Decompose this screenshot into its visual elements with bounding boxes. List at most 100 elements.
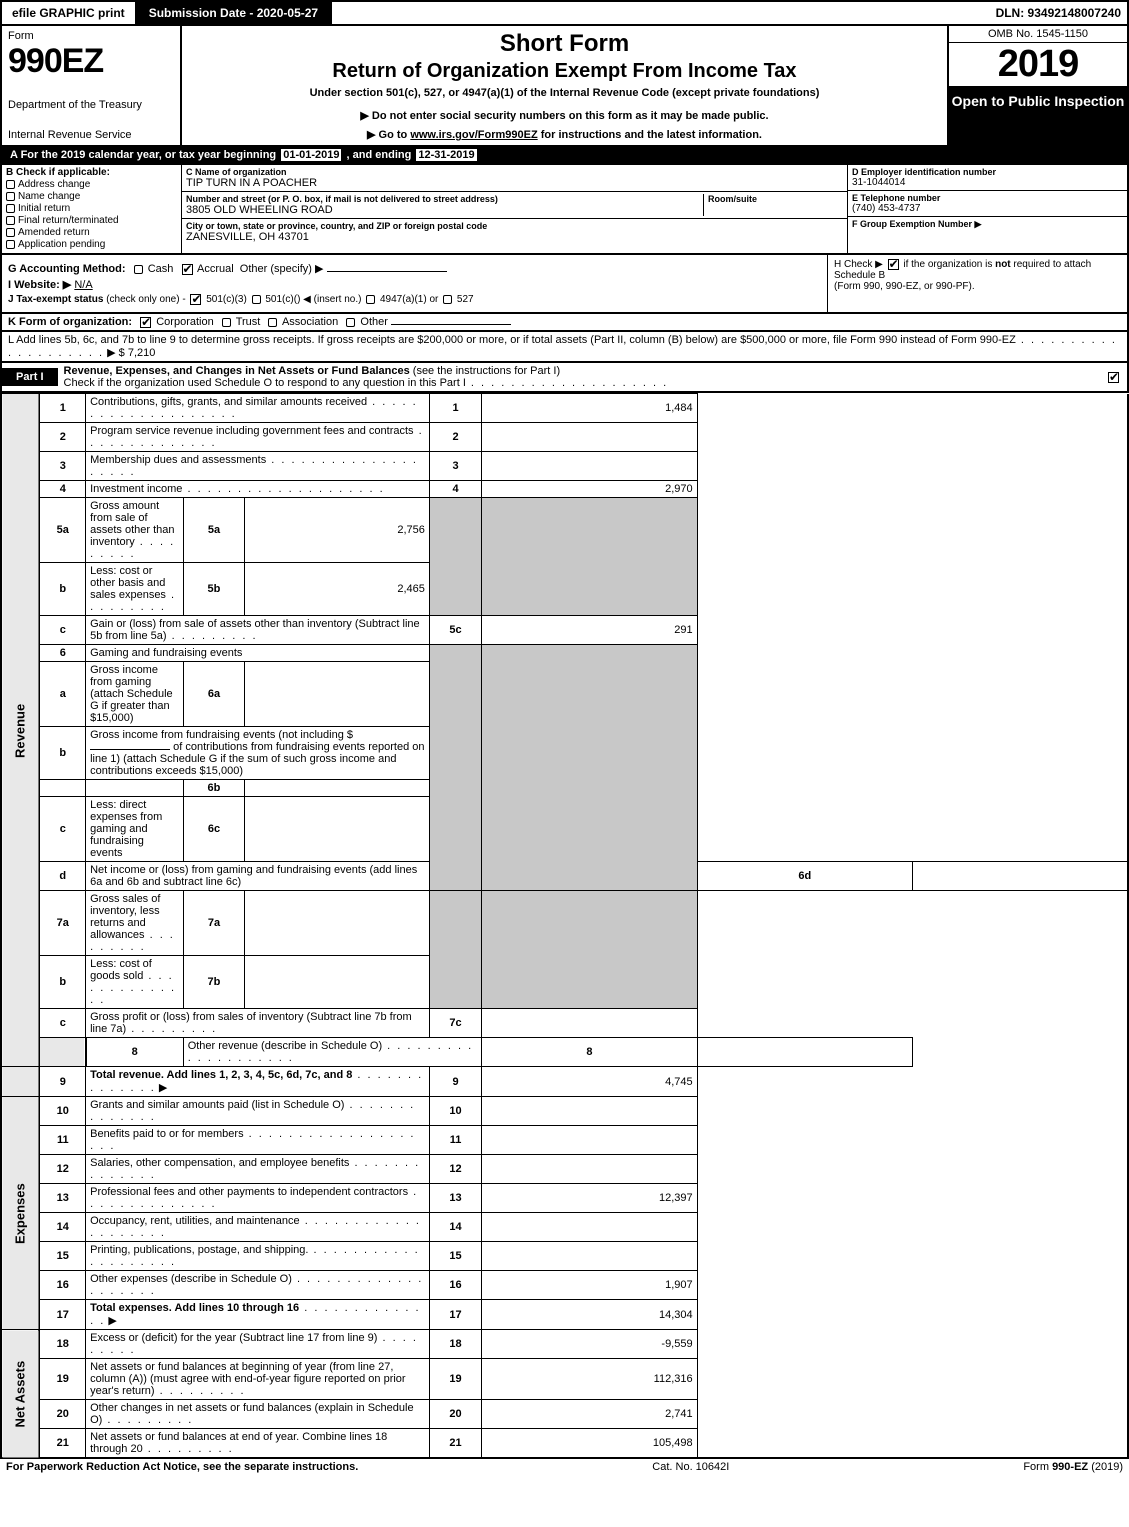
form-number: 990EZ xyxy=(8,42,174,81)
c-city-label: City or town, state or province, country… xyxy=(186,221,843,231)
b-opt-name[interactable]: Name change xyxy=(6,191,177,202)
b-opt-address[interactable]: Address change xyxy=(6,179,177,190)
checkbox-icon xyxy=(6,228,15,237)
header-right: OMB No. 1545-1150 2019 Open to Public In… xyxy=(947,26,1127,145)
goto-link[interactable]: www.irs.gov/Form990EZ xyxy=(410,129,537,141)
row-1: Revenue 1 Contributions, gifts, grants, … xyxy=(1,394,1128,423)
line-g: G Accounting Method: Cash Accrual Other … xyxy=(8,262,821,275)
checkbox-icon xyxy=(6,216,15,225)
checkbox-icon xyxy=(6,180,15,189)
goto-line: ▶ Go to www.irs.gov/Form990EZ for instru… xyxy=(190,128,939,141)
open-to-public: Open to Public Inspection xyxy=(949,87,1127,145)
ssn-warning: ▶ Do not enter social security numbers o… xyxy=(190,109,939,122)
c-name-label: C Name of organization xyxy=(186,167,843,177)
dept-irs: Internal Revenue Service xyxy=(8,129,174,141)
net-assets-side-label: Net Assets xyxy=(1,1330,39,1459)
row-13: 13 Professional fees and other payments … xyxy=(1,1184,1128,1213)
website-value: N/A xyxy=(74,279,92,291)
period-line: A For the 2019 calendar year, or tax yea… xyxy=(0,147,1129,165)
arrow-icon xyxy=(156,1082,168,1094)
j-4947-checkbox[interactable] xyxy=(366,295,375,304)
section-def: D Employer identification number 31-1044… xyxy=(847,165,1127,253)
header-left: Form 990EZ Department of the Treasury In… xyxy=(2,26,182,145)
title-short-form: Short Form xyxy=(190,30,939,58)
c-room-label: Room/suite xyxy=(708,194,843,204)
efile-print-button[interactable]: efile GRAPHIC print xyxy=(2,2,135,24)
row-10: Expenses 10 Grants and similar amounts p… xyxy=(1,1097,1128,1126)
row-2: 2 Program service revenue including gove… xyxy=(1,423,1128,452)
row-19: 19 Net assets or fund balances at beginn… xyxy=(1,1359,1128,1400)
goto-post: for instructions and the latest informat… xyxy=(538,129,762,141)
j-527-checkbox[interactable] xyxy=(443,295,452,304)
b-title: B Check if applicable: xyxy=(6,167,177,178)
h-checkbox[interactable] xyxy=(888,259,899,270)
k-other-input[interactable] xyxy=(391,324,511,325)
c-street-value: 3805 OLD WHEELING ROAD xyxy=(186,204,703,216)
row-7c: c Gross profit or (loss) from sales of i… xyxy=(1,1009,1128,1038)
g-cash-checkbox[interactable] xyxy=(134,265,143,274)
f-label: F Group Exemption Number ▶ xyxy=(852,219,1123,230)
g-other-input[interactable] xyxy=(327,271,447,272)
line-l: L Add lines 5b, 6c, and 7b to line 9 to … xyxy=(0,332,1129,363)
b-opt-final[interactable]: Final return/terminated xyxy=(6,215,177,226)
footer-right: Form 990-EZ (2019) xyxy=(1023,1461,1123,1473)
part1-sub: Check if the organization used Schedule … xyxy=(64,377,466,389)
submission-date-button[interactable]: Submission Date - 2020-05-27 xyxy=(135,2,332,24)
part1-schedule-o-checkbox[interactable] xyxy=(1108,372,1119,383)
section-h: H Check ▶ if the organization is not req… xyxy=(827,255,1127,312)
line-k: K Form of organization: Corporation Trus… xyxy=(0,314,1129,332)
part1-header: Part I Revenue, Expenses, and Changes in… xyxy=(0,363,1129,393)
row-9: 9 Total revenue. Add lines 1, 2, 3, 4, 5… xyxy=(1,1067,1128,1097)
subtitle: Under section 501(c), 527, or 4947(a)(1)… xyxy=(190,87,939,99)
b-opt-initial[interactable]: Initial return xyxy=(6,203,177,214)
k-association-checkbox[interactable] xyxy=(268,318,277,327)
c-name-value: TIP TURN IN A POACHER xyxy=(186,177,843,189)
c-street-label: Number and street (or P. O. box, if mail… xyxy=(186,194,703,204)
e-label: E Telephone number xyxy=(852,193,1123,203)
checkbox-icon xyxy=(6,240,15,249)
expenses-side-label: Expenses xyxy=(1,1097,39,1330)
block-bcdef: B Check if applicable: Address change Na… xyxy=(0,165,1129,255)
period-end: 12-31-2019 xyxy=(416,149,476,161)
row-3: 3 Membership dues and assessments 3 xyxy=(1,452,1128,481)
d-label: D Employer identification number xyxy=(852,167,1123,177)
goto-pre: ▶ Go to xyxy=(367,129,410,141)
footer-left: For Paperwork Reduction Act Notice, see … xyxy=(6,1461,358,1473)
part1-title: Revenue, Expenses, and Changes in Net As… xyxy=(64,365,410,377)
k-corporation-checkbox[interactable] xyxy=(140,317,151,328)
ghij-left: G Accounting Method: Cash Accrual Other … xyxy=(2,255,827,312)
dots-icon xyxy=(466,377,668,389)
g-accrual-checkbox[interactable] xyxy=(182,264,193,275)
checkbox-icon xyxy=(6,204,15,213)
omb-number: OMB No. 1545-1150 xyxy=(949,26,1127,43)
period-begin: 01-01-2019 xyxy=(281,149,341,161)
b-opt-pending[interactable]: Application pending xyxy=(6,239,177,250)
page-footer: For Paperwork Reduction Act Notice, see … xyxy=(0,1459,1129,1475)
row-5c: c Gain or (loss) from sale of assets oth… xyxy=(1,616,1128,645)
row-8: 8 Other revenue (describe in Schedule O)… xyxy=(1,1038,1128,1067)
checkbox-icon xyxy=(6,192,15,201)
k-trust-checkbox[interactable] xyxy=(222,318,231,327)
header-mid: Short Form Return of Organization Exempt… xyxy=(182,26,947,145)
row-4: 4 Investment income 4 2,970 xyxy=(1,481,1128,498)
top-bar: efile GRAPHIC print Submission Date - 20… xyxy=(0,0,1129,26)
row-21: 21 Net assets or fund balances at end of… xyxy=(1,1429,1128,1459)
section-b: B Check if applicable: Address change Na… xyxy=(2,165,182,253)
period-mid: , and ending xyxy=(341,149,416,161)
line-i: I Website: ▶ N/A xyxy=(8,278,821,291)
c-city-value: ZANESVILLE, OH 43701 xyxy=(186,231,843,243)
arrow-icon xyxy=(105,1315,117,1327)
j-501c3-checkbox[interactable] xyxy=(190,294,201,305)
form-header: Form 990EZ Department of the Treasury In… xyxy=(0,26,1129,147)
row-16: 16 Other expenses (describe in Schedule … xyxy=(1,1271,1128,1300)
row-12: 12 Salaries, other compensation, and emp… xyxy=(1,1155,1128,1184)
j-501c-checkbox[interactable] xyxy=(252,295,261,304)
k-other-checkbox[interactable] xyxy=(346,318,355,327)
row-20: 20 Other changes in net assets or fund b… xyxy=(1,1400,1128,1429)
period-prefix: A For the 2019 calendar year, or tax yea… xyxy=(8,149,281,161)
b-opt-amended[interactable]: Amended return xyxy=(6,227,177,238)
revenue-side-label: Revenue xyxy=(1,394,39,1067)
row-11: 11 Benefits paid to or for members 11 xyxy=(1,1126,1128,1155)
title-return: Return of Organization Exempt From Incom… xyxy=(190,60,939,83)
6b-amount-input[interactable] xyxy=(90,749,170,750)
